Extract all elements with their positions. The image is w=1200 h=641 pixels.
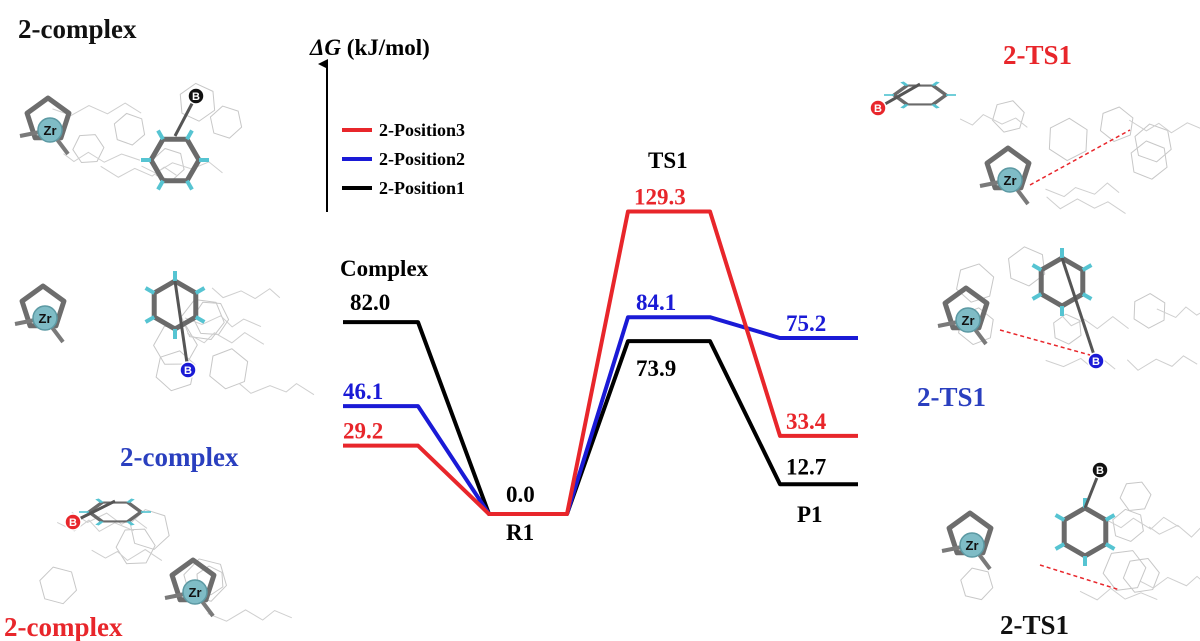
energy-label-2-position1-complex: 82.0 [350, 290, 390, 315]
svg-text:Zr: Zr [962, 313, 975, 328]
left-structure-caption-2: 2-complex [120, 442, 239, 472]
svg-text:Zr: Zr [44, 123, 57, 138]
right-structure-caption-3: 2-TS1 [1000, 610, 1069, 640]
y-axis-symbol: ΔG [309, 35, 341, 60]
energy-label-2-position3-complex: 29.2 [343, 419, 383, 444]
wireframe-ligand [52, 82, 243, 182]
zr-metallocene: Zr [979, 145, 1032, 206]
zr-metallocene: Zr [14, 283, 67, 344]
svg-text:Zr: Zr [189, 585, 202, 600]
stage-label-complex: Complex [340, 256, 429, 281]
svg-text:B: B [1092, 356, 1100, 368]
stage-label-r1: R1 [506, 520, 534, 545]
stage-label-ts1: TS1 [648, 148, 688, 173]
y-axis-unit: (kJ/mol) [347, 35, 430, 60]
left-structure-caption-3: 2-complex [4, 612, 123, 641]
legend-entry-2-position1: 2-Position1 [379, 178, 465, 198]
legend-entry-2-position2: 2-Position2 [379, 149, 465, 169]
energy-label-2-position2-ts1: 84.1 [636, 290, 676, 315]
energy-label-2-position1-p1: 12.7 [786, 454, 826, 479]
svg-text:B: B [69, 517, 77, 529]
legend-entry-2-position3: 2-Position3 [379, 120, 465, 140]
aryl-borane-right-2: B [1031, 248, 1105, 370]
svg-text:B: B [192, 91, 200, 103]
wireframe-ligand [959, 100, 1200, 214]
energy-label-2-position2-p1: 75.2 [786, 311, 826, 336]
wireframe-ligand [960, 481, 1200, 601]
interaction-bond [999, 329, 1091, 356]
interaction-bond [1029, 129, 1131, 186]
series-line-2-position3 [343, 209, 858, 516]
svg-text:Zr: Zr [966, 538, 979, 553]
y-axis-label: ΔG (kJ/mol) [309, 35, 430, 60]
wireframe-ligand [956, 246, 1200, 371]
energy-label-2-position2-complex: 46.1 [343, 379, 383, 404]
zr-metallocene: Zr [164, 557, 217, 618]
zr-metallocene: Zr [19, 95, 72, 156]
aryl-borane-left-1: B [141, 87, 209, 191]
zr-metallocene: Zr [941, 510, 994, 571]
aryl-borane-left-3: B [64, 498, 151, 531]
energy-label-2-position3-ts1: 129.3 [634, 184, 686, 209]
energy-profile: 82.0 73.9 12.7 46.1 84.1 75.2 29.2 129.3 33.4 [343, 184, 858, 516]
series-line-2-position2 [343, 315, 858, 516]
right-structure-caption-1: 2-TS1 [1003, 40, 1072, 70]
energy-label-2-position1-ts1: 73.9 [636, 356, 676, 381]
aryl-borane-right-1: B [869, 81, 956, 117]
svg-text:B: B [874, 103, 882, 115]
left-structure-caption-1: 2-complex [18, 14, 137, 44]
zr-metallocene: Zr [937, 285, 990, 346]
aryl-borane-right-3: B [1054, 461, 1116, 566]
interaction-bond [1039, 564, 1121, 591]
svg-text:Zr: Zr [1004, 173, 1017, 188]
svg-text:B: B [1096, 465, 1104, 477]
series-line-2-position1 [343, 320, 858, 516]
svg-text:B: B [184, 365, 192, 377]
right-structure-caption-2: 2-TS1 [917, 382, 986, 412]
legend: 2-Position3 2-Position2 2-Position1 [342, 120, 465, 198]
svg-text:Zr: Zr [39, 311, 52, 326]
stage-label-p1: P1 [797, 502, 823, 527]
energy-label-2-position3-p1: 33.4 [786, 409, 827, 434]
molecular-structures: Zr B Zr B Zr B Zr B Zr B Zr B [14, 81, 1200, 622]
aryl-borane-left-2: B [144, 271, 206, 379]
r1-value-label: 0.0 [506, 482, 535, 507]
